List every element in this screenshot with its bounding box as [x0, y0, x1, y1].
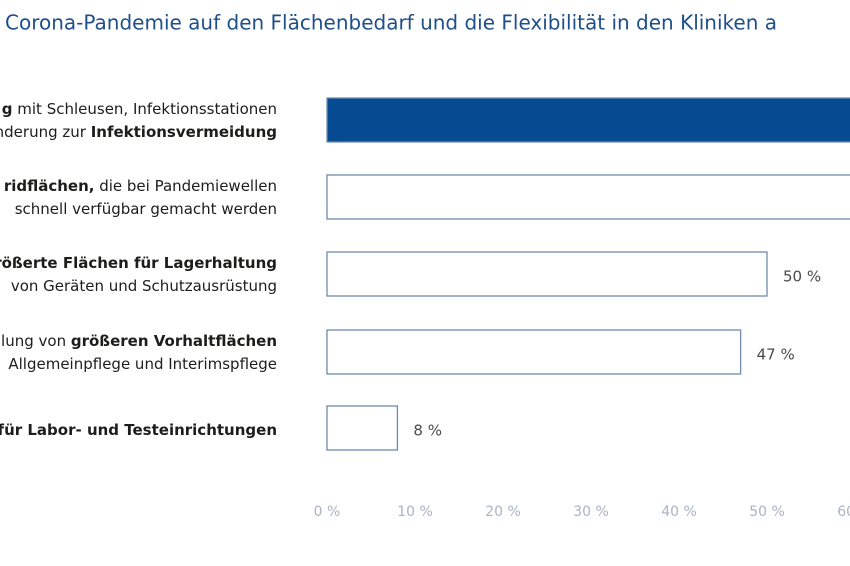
value-label: 47 % [757, 346, 795, 364]
x-tick-label: 20 % [485, 504, 521, 520]
label-run: g für Labor- und Testeinrichtungen [0, 421, 277, 439]
label-run: llung von [0, 332, 71, 350]
label-run: größerte Flächen für Lagerhaltung [0, 254, 277, 272]
bar [326, 405, 399, 451]
x-tick-label: 40 % [661, 504, 697, 520]
category-label: g für Labor- und Testeinrichtungen [0, 421, 277, 439]
bar [326, 251, 768, 297]
value-label: 8 % [413, 422, 442, 440]
label-run: g [2, 100, 13, 118]
category-label: Allgemeinpflege und Interimspflege [8, 355, 277, 373]
category-label: llung von größeren Vorhaltflächen [0, 332, 277, 350]
x-tick-label: 30 % [573, 504, 609, 520]
x-tick-label: 10 % [397, 504, 433, 520]
category-label: ridflächen, die bei Pandemiewellen [4, 177, 277, 195]
x-tick-label: 50 % [749, 504, 785, 520]
bar [326, 174, 850, 220]
category-label: größerte Flächen für Lagerhaltung [0, 254, 277, 272]
category-label: schnell verfügbar gemacht werden [15, 200, 277, 218]
x-tick-label: 60 % [837, 504, 850, 520]
label-run: nderung zur [0, 123, 91, 141]
value-label: 50 % [783, 268, 821, 286]
label-run: Infektionsvermeidung [91, 123, 277, 141]
label-run: von Geräten und Schutzausrüstung [11, 277, 277, 295]
bar [326, 97, 850, 143]
category-label: nderung zur Infektionsvermeidung [0, 123, 277, 141]
label-run: Allgemeinpflege und Interimspflege [8, 355, 277, 373]
x-tick-label: 0 % [314, 504, 341, 520]
label-run: mit Schleusen, Infektionsstationen [13, 100, 278, 118]
bar [326, 329, 742, 375]
label-run: größeren Vorhaltflächen [71, 332, 277, 350]
chart-title: Corona-Pandemie auf den Flächenbedarf un… [5, 11, 777, 35]
category-label: g mit Schleusen, Infektionsstationen [2, 100, 277, 118]
label-run: die bei Pandemiewellen [94, 177, 277, 195]
label-run: ridflächen, [4, 177, 95, 195]
label-run: schnell verfügbar gemacht werden [15, 200, 277, 218]
category-label: von Geräten und Schutzausrüstung [11, 277, 277, 295]
